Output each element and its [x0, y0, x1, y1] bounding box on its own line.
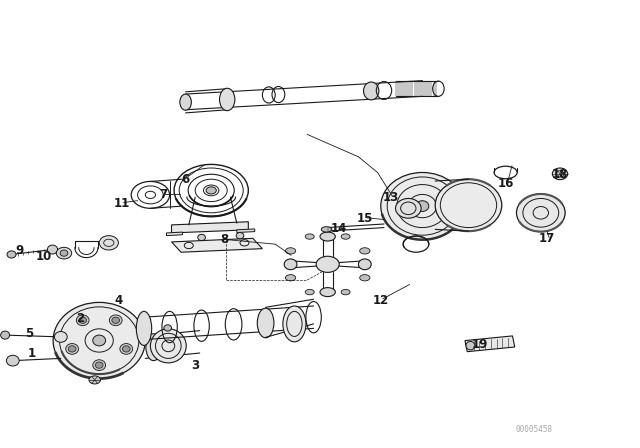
Text: 8: 8 [220, 233, 228, 246]
Ellipse shape [95, 362, 103, 368]
Ellipse shape [68, 346, 76, 352]
Ellipse shape [198, 234, 205, 241]
Ellipse shape [320, 288, 335, 297]
Polygon shape [172, 222, 248, 233]
Ellipse shape [305, 289, 314, 295]
Text: 19: 19 [472, 338, 488, 352]
Ellipse shape [112, 317, 120, 323]
Ellipse shape [93, 335, 106, 346]
Text: 9: 9 [15, 244, 23, 258]
Text: 00005458: 00005458 [516, 425, 553, 434]
Ellipse shape [381, 172, 464, 240]
Ellipse shape [341, 289, 350, 295]
Ellipse shape [341, 234, 350, 239]
Ellipse shape [516, 194, 565, 232]
Ellipse shape [358, 259, 371, 270]
Ellipse shape [360, 275, 370, 281]
Ellipse shape [79, 317, 86, 323]
Ellipse shape [53, 302, 145, 379]
Ellipse shape [360, 248, 370, 254]
Text: 11: 11 [113, 197, 130, 211]
Ellipse shape [285, 275, 296, 281]
Polygon shape [237, 229, 255, 233]
Ellipse shape [285, 248, 296, 254]
Ellipse shape [396, 198, 421, 218]
Text: 14: 14 [331, 222, 348, 235]
Ellipse shape [93, 360, 106, 370]
Ellipse shape [320, 232, 335, 241]
Ellipse shape [1, 331, 10, 339]
Ellipse shape [7, 251, 16, 258]
Text: 13: 13 [382, 190, 399, 204]
Text: 16: 16 [497, 177, 514, 190]
Ellipse shape [552, 168, 568, 180]
Ellipse shape [150, 329, 186, 363]
Ellipse shape [416, 201, 429, 211]
Text: 17: 17 [539, 232, 556, 245]
Ellipse shape [66, 344, 79, 354]
Text: 2: 2 [76, 311, 84, 325]
Ellipse shape [54, 332, 67, 342]
Text: 4: 4 [115, 293, 122, 307]
Ellipse shape [257, 308, 274, 338]
Ellipse shape [6, 355, 19, 366]
Ellipse shape [136, 311, 152, 345]
Ellipse shape [146, 334, 161, 361]
Ellipse shape [122, 346, 130, 352]
Ellipse shape [56, 247, 72, 259]
Ellipse shape [206, 187, 216, 194]
Ellipse shape [283, 306, 306, 342]
Text: 6: 6 [182, 172, 189, 186]
Ellipse shape [220, 88, 235, 111]
Ellipse shape [99, 236, 118, 250]
Text: 15: 15 [356, 212, 373, 225]
Text: 3: 3 [191, 358, 199, 372]
Ellipse shape [76, 315, 89, 326]
Text: 12: 12 [372, 293, 389, 307]
Ellipse shape [120, 344, 132, 354]
Ellipse shape [89, 376, 100, 384]
Text: 5: 5 [25, 327, 33, 340]
Text: 10: 10 [35, 250, 52, 263]
Text: 1: 1 [28, 347, 36, 361]
Ellipse shape [164, 325, 172, 331]
Ellipse shape [305, 234, 314, 239]
Ellipse shape [466, 341, 475, 350]
Ellipse shape [180, 94, 191, 110]
Ellipse shape [284, 259, 297, 270]
Text: 18: 18 [552, 168, 568, 181]
Polygon shape [172, 238, 262, 252]
Ellipse shape [316, 256, 339, 272]
Polygon shape [465, 336, 515, 352]
Ellipse shape [236, 233, 244, 239]
Text: 7: 7 [159, 188, 167, 202]
Ellipse shape [60, 250, 68, 256]
Ellipse shape [47, 245, 58, 254]
Ellipse shape [109, 315, 122, 326]
Ellipse shape [321, 227, 332, 232]
Ellipse shape [435, 179, 502, 231]
Ellipse shape [364, 82, 379, 100]
Polygon shape [166, 232, 182, 236]
